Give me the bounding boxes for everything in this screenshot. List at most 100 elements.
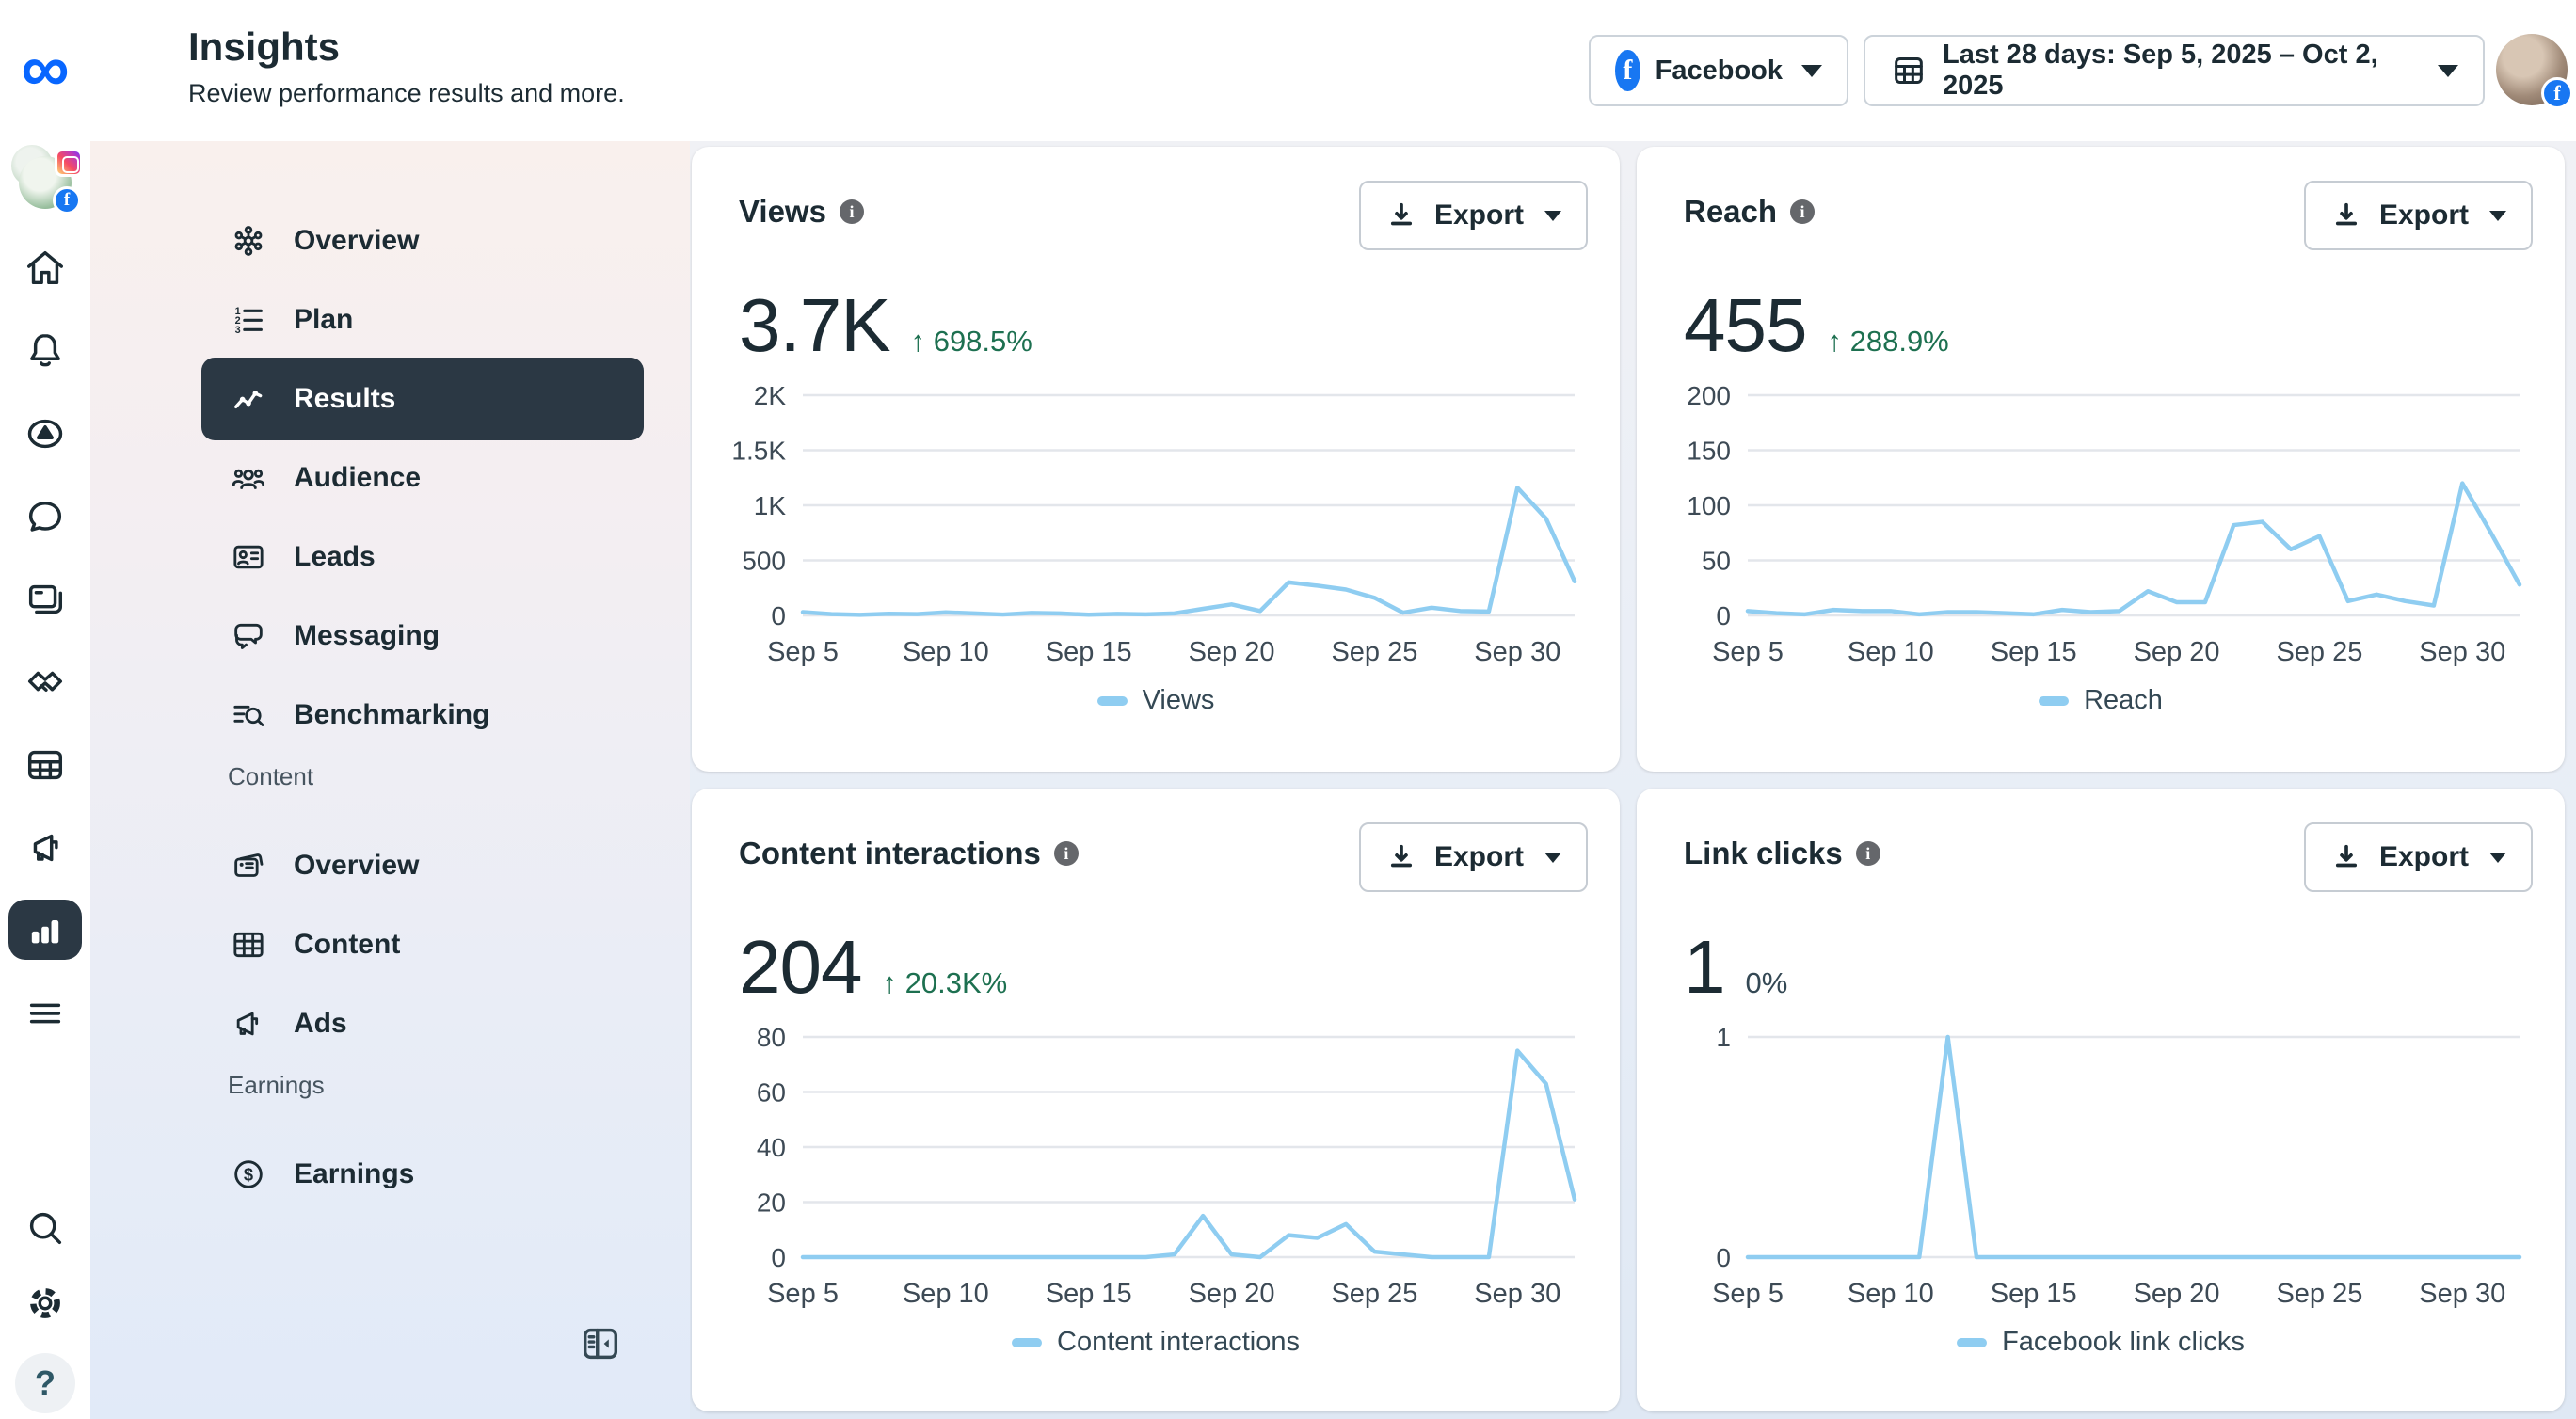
export-button[interactable]: Export xyxy=(2303,822,2533,892)
svg-text:Sep 25: Sep 25 xyxy=(2276,1279,2362,1309)
sidebar-item-messaging[interactable]: Messaging xyxy=(201,595,644,678)
sidebar-item-label: Earnings xyxy=(294,1158,415,1189)
page-subtitle: Review performance results and more. xyxy=(188,79,625,107)
left-icon-rail: ∞ f xyxy=(0,0,90,1419)
svg-text:60: 60 xyxy=(757,1078,786,1108)
metric-delta: ↑ 288.9% xyxy=(1827,325,1949,358)
sidebar-item-content-overview[interactable]: Overview xyxy=(201,824,644,907)
messages-icon[interactable] xyxy=(24,495,67,538)
download-icon xyxy=(2335,844,2358,868)
sidebar-item-label: Overview xyxy=(294,225,420,256)
header: Insights Review performance results and … xyxy=(0,0,2576,141)
line-chart: 0 1 Sep 5 Sep 10 Sep 15 Sep 20 Sep 25 Sep 30 xyxy=(1637,1020,2565,1321)
sidebar-item-results[interactable]: Results xyxy=(201,358,644,440)
svg-text:Sep 15: Sep 15 xyxy=(1991,1279,2077,1309)
notifications-icon[interactable] xyxy=(24,329,67,373)
svg-text:Sep 10: Sep 10 xyxy=(903,637,989,667)
legend-label: Views xyxy=(1142,685,1215,715)
sidebar-item-label: Ads xyxy=(294,1008,347,1039)
sidebar-item-label: Plan xyxy=(294,304,354,335)
svg-text:80: 80 xyxy=(757,1023,786,1052)
more-tools-icon[interactable] xyxy=(24,992,67,1035)
content-ads-icon xyxy=(230,1005,267,1043)
insights-sidebar: Overview 1 2 3 Plan Results xyxy=(90,141,690,1419)
svg-text:Sep 15: Sep 15 xyxy=(1046,637,1132,667)
line-chart: 0 50 100 150 200 Sep 5 Sep 10 Sep 15 Sep 20 Sep 2… xyxy=(1637,378,2565,679)
svg-text:1.5K: 1.5K xyxy=(731,437,786,466)
sidebar-item-benchmarking[interactable]: Benchmarking xyxy=(201,674,644,757)
sidebar-item-plan[interactable]: 1 2 3 Plan xyxy=(201,279,644,361)
info-icon[interactable]: i xyxy=(1855,841,1880,866)
metric-card: Reach i Export 455 ↑ 288.9% 0 50 100 150 200… xyxy=(1637,147,2565,772)
export-button[interactable]: Export xyxy=(2303,181,2533,250)
caret-down-icon xyxy=(1801,64,1822,77)
svg-text:Sep 30: Sep 30 xyxy=(2419,637,2505,667)
svg-text:1: 1 xyxy=(1716,1023,1731,1052)
business-avatar[interactable]: f xyxy=(11,145,83,215)
platform-selector-button[interactable]: f Facebook xyxy=(1589,35,1848,106)
svg-text:Sep 10: Sep 10 xyxy=(1848,637,1934,667)
facebook-badge: f xyxy=(2541,77,2573,109)
info-icon[interactable]: i xyxy=(1790,199,1816,224)
svg-text:Sep 20: Sep 20 xyxy=(1189,1279,1275,1309)
export-label: Export xyxy=(2378,199,2469,231)
legend-swatch xyxy=(2039,695,2070,706)
download-icon xyxy=(2335,202,2358,226)
sidebar-item-leads[interactable]: Leads xyxy=(201,516,644,598)
date-range-button[interactable]: Last 28 days: Sep 5, 2025 – Oct 2, 2025 xyxy=(1864,35,2485,106)
svg-text:0: 0 xyxy=(1716,1243,1731,1272)
help-icon[interactable]: ? xyxy=(15,1353,75,1413)
info-icon[interactable]: i xyxy=(839,199,864,224)
svg-text:Sep 20: Sep 20 xyxy=(1189,637,1275,667)
home-icon[interactable] xyxy=(24,247,67,290)
sidebar-item-content[interactable]: Content xyxy=(201,903,644,986)
legend-label: Content interactions xyxy=(1057,1327,1300,1357)
benchmarking-icon xyxy=(230,696,267,734)
svg-text:Sep 25: Sep 25 xyxy=(2276,637,2362,667)
partnerships-icon[interactable] xyxy=(24,661,67,704)
meta-logo[interactable]: ∞ xyxy=(21,31,70,106)
sidebar-item-label: Benchmarking xyxy=(294,699,490,730)
posts-icon[interactable] xyxy=(24,578,67,621)
svg-text:Sep 15: Sep 15 xyxy=(1991,637,2077,667)
sidebar-item-ads[interactable]: Ads xyxy=(201,982,644,1065)
content-overview-icon xyxy=(230,847,267,885)
metric-value: 3.7K xyxy=(739,283,891,367)
download-icon xyxy=(1390,202,1413,226)
metric-value: 1 xyxy=(1684,925,1725,1009)
profile-avatar[interactable]: f xyxy=(2496,34,2573,109)
line-chart: 0 20 40 60 80 Sep 5 Sep 10 Sep 15 Sep 20 Sep 25 Se… xyxy=(692,1020,1620,1321)
svg-text:Sep 15: Sep 15 xyxy=(1046,1279,1132,1309)
svg-text:Sep 10: Sep 10 xyxy=(903,1279,989,1309)
ads-manager-icon[interactable] xyxy=(24,826,67,869)
planner-icon[interactable] xyxy=(24,743,67,787)
sidebar-item-audience[interactable]: Audience xyxy=(201,437,644,519)
metric-value: 455 xyxy=(1684,283,1807,367)
export-label: Export xyxy=(1433,199,1524,231)
line-chart: 0 500 1K 1.5K 2K Sep 5 Sep 10 Sep 15 Sep 20 Sep 2… xyxy=(692,378,1620,679)
collapse-sidebar-icon[interactable] xyxy=(576,1319,625,1368)
svg-text:Sep 5: Sep 5 xyxy=(767,637,839,667)
audience-icon xyxy=(230,459,267,497)
export-button[interactable]: Export xyxy=(1358,822,1588,892)
search-icon[interactable] xyxy=(24,1206,67,1250)
insights-content: Views i Export 3.7K ↑ 698.5% 0 500 1K 1.5K 2… xyxy=(690,141,2576,1419)
export-button[interactable]: Export xyxy=(1358,181,1588,250)
settings-icon[interactable] xyxy=(24,1282,67,1325)
svg-text:Sep 25: Sep 25 xyxy=(1331,637,1417,667)
svg-text:200: 200 xyxy=(1687,381,1731,410)
info-icon[interactable]: i xyxy=(1053,841,1079,866)
sidebar-item-label: Results xyxy=(294,383,396,414)
metric-card: Views i Export 3.7K ↑ 698.5% 0 500 1K 1.5K 2… xyxy=(692,147,1620,772)
sidebar-item-earnings[interactable]: $ Earnings xyxy=(201,1133,644,1216)
metric-delta: 0% xyxy=(1745,966,1788,999)
page-title: Insights xyxy=(188,24,341,69)
boost-icon[interactable] xyxy=(24,412,67,455)
insights-icon[interactable] xyxy=(8,900,82,960)
overview-icon xyxy=(230,222,267,260)
sidebar-item-overview[interactable]: Overview xyxy=(201,199,644,282)
svg-text:50: 50 xyxy=(1702,547,1731,576)
sidebar-item-label: Content xyxy=(294,929,401,960)
results-icon xyxy=(230,380,267,418)
svg-text:Sep 5: Sep 5 xyxy=(1712,637,1784,667)
